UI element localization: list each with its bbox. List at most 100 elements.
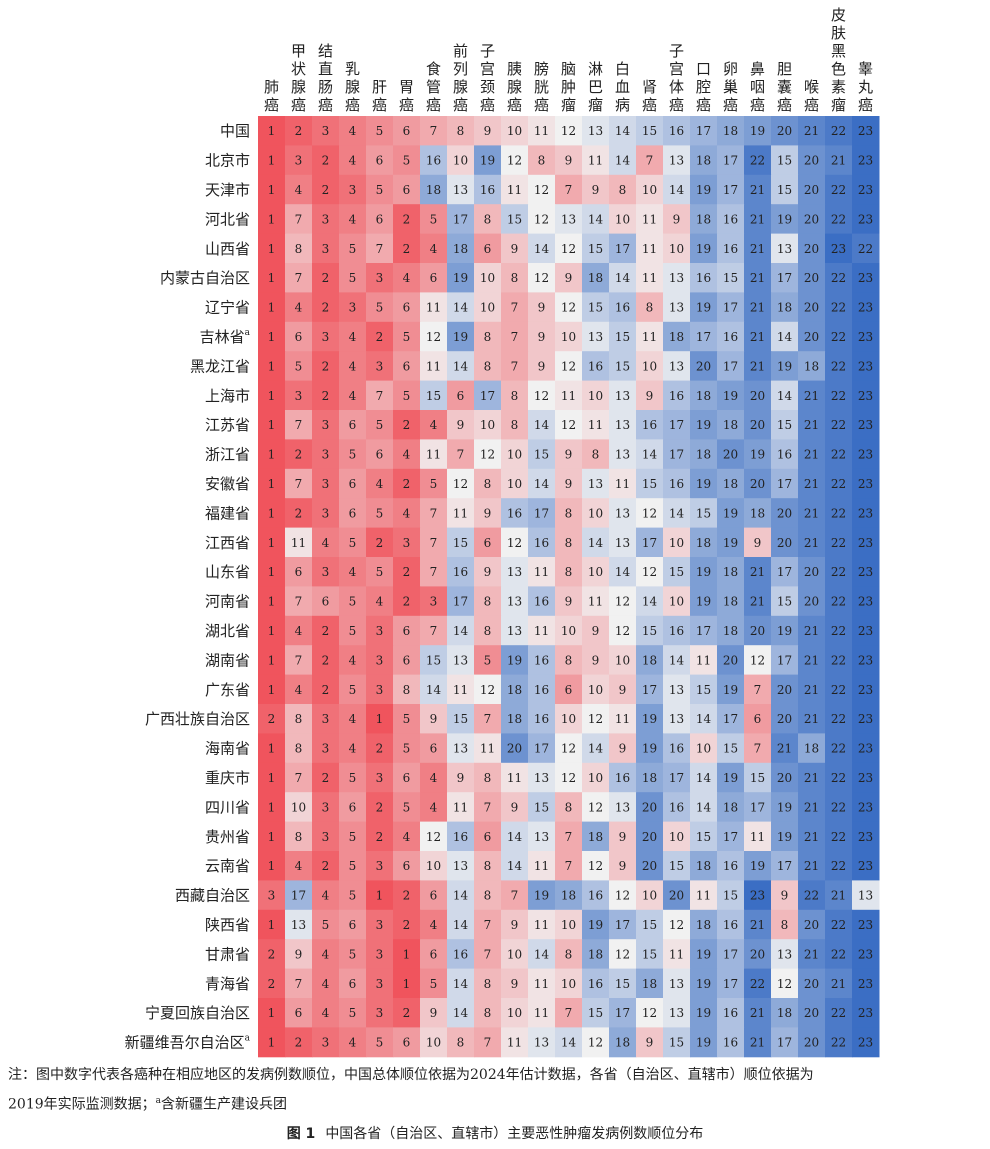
- heatmap-cell: [690, 351, 718, 382]
- cell-value: 10: [507, 448, 522, 462]
- heatmap-cell: [366, 204, 394, 235]
- figure-note: 注：图中数字代表各癌种在相应地区的发病例数顺位，中国总体顺位依据为2024年估计…: [8, 1062, 983, 1118]
- heatmap-cell: [339, 263, 367, 293]
- cell-value: 1: [268, 771, 276, 785]
- heatmap-cell: [366, 909, 394, 940]
- cell-value: 22: [831, 565, 846, 579]
- cell-value: 14: [426, 683, 442, 697]
- heatmap-cell: [663, 439, 691, 470]
- heatmap-cell: [339, 292, 367, 323]
- cell-value: 20: [777, 536, 792, 550]
- heatmap-cell: [474, 792, 502, 823]
- heatmap-cell: [393, 939, 421, 970]
- cell-value: 23: [750, 889, 765, 903]
- heatmap-cell: [258, 527, 286, 558]
- heatmap-cell: [717, 851, 745, 881]
- heatmap-cell: [798, 792, 826, 823]
- cell-value: 21: [804, 653, 819, 667]
- cell-value: 22: [831, 859, 846, 873]
- cell-value: 20: [507, 742, 522, 756]
- cell-value: 13: [858, 889, 873, 903]
- cell-value: 12: [615, 889, 630, 903]
- cell-value: 22: [831, 418, 846, 432]
- cell-value: 10: [561, 918, 576, 932]
- cell-value: 5: [430, 977, 438, 991]
- cell-value: 4: [430, 242, 438, 256]
- cell-value: 6: [295, 1006, 303, 1020]
- heatmap-cell: [501, 204, 529, 235]
- heatmap-cell: [744, 586, 772, 617]
- heatmap-cell: [636, 527, 664, 558]
- heatmap-cell: [852, 792, 880, 823]
- cell-value: 6: [484, 830, 492, 844]
- heatmap-cell: [744, 233, 772, 264]
- note-year-2: 2019: [8, 1096, 44, 1113]
- heatmap-cell: [285, 645, 313, 676]
- heatmap-cell: [825, 968, 853, 999]
- heatmap-cell: [474, 145, 502, 176]
- cell-value: 3: [322, 830, 330, 844]
- heatmap-cell: [798, 410, 826, 440]
- heatmap-cell: [258, 792, 286, 823]
- cell-value: 22: [831, 918, 846, 932]
- cell-value: 1: [403, 947, 411, 961]
- cell-value: 19: [696, 977, 711, 991]
- heatmap-cell: [663, 527, 691, 558]
- cell-value: 15: [696, 683, 711, 697]
- heatmap-cell: [393, 263, 421, 293]
- cell-value: 15: [588, 301, 603, 315]
- cell-value: 14: [453, 889, 469, 903]
- cell-value: 1: [268, 653, 276, 667]
- heatmap-cell: [555, 351, 583, 382]
- cell-value: 3: [322, 477, 330, 491]
- cell-value: 14: [453, 359, 469, 373]
- cell-value: 3: [322, 212, 330, 226]
- heatmap-cell: [771, 557, 799, 587]
- heatmap-cell: [285, 468, 313, 499]
- heatmap-cell: [285, 292, 313, 323]
- cell-value: 2: [295, 448, 303, 462]
- heatmap-cell: [420, 939, 448, 970]
- cell-value: 2: [322, 271, 330, 285]
- heatmap-cell: [501, 263, 529, 293]
- cell-value: 23: [858, 418, 873, 432]
- heatmap-cell: [474, 321, 502, 352]
- cell-value: 11: [561, 389, 576, 403]
- cell-value: 13: [615, 418, 630, 432]
- cell-value: 13: [588, 477, 603, 491]
- cell-value: 19: [480, 154, 495, 168]
- heatmap-cell: [825, 998, 853, 1028]
- cell-value: 1: [268, 624, 276, 638]
- heatmap-cell: [771, 292, 799, 323]
- cell-value: 11: [642, 271, 657, 285]
- cell-value: 7: [430, 506, 438, 520]
- heatmap-cell: [825, 645, 853, 676]
- cell-value: 21: [750, 1006, 765, 1020]
- cell-value: 21: [750, 359, 765, 373]
- cell-value: 4: [295, 683, 303, 697]
- heatmap-cell: [798, 998, 826, 1028]
- cell-value: 5: [349, 242, 357, 256]
- heatmap-cell: [555, 116, 583, 146]
- heatmap-cell: [852, 704, 880, 734]
- row-label: 新疆维吾尔自治区a: [125, 1034, 251, 1052]
- heatmap-cell: [771, 645, 799, 676]
- cell-value: 23: [858, 301, 873, 315]
- heatmap-cell: [393, 880, 421, 911]
- cell-value: 11: [534, 1006, 549, 1020]
- cell-value: 5: [376, 183, 384, 197]
- cell-value: 2: [403, 565, 411, 579]
- heatmap-cell: [852, 263, 880, 293]
- heatmap-cell: [447, 704, 475, 734]
- cell-value: 13: [291, 918, 306, 932]
- cell-value: 16: [507, 506, 522, 520]
- heatmap-cell: [474, 116, 502, 146]
- cell-value: 19: [723, 389, 738, 403]
- cell-value: 23: [858, 477, 873, 491]
- heatmap-cell: [312, 615, 340, 646]
- heatmap-cell: [717, 704, 745, 734]
- cell-value: 16: [723, 242, 738, 256]
- cell-value: 18: [507, 683, 522, 697]
- heatmap-cell: [447, 410, 475, 440]
- heatmap-cell: [690, 233, 718, 264]
